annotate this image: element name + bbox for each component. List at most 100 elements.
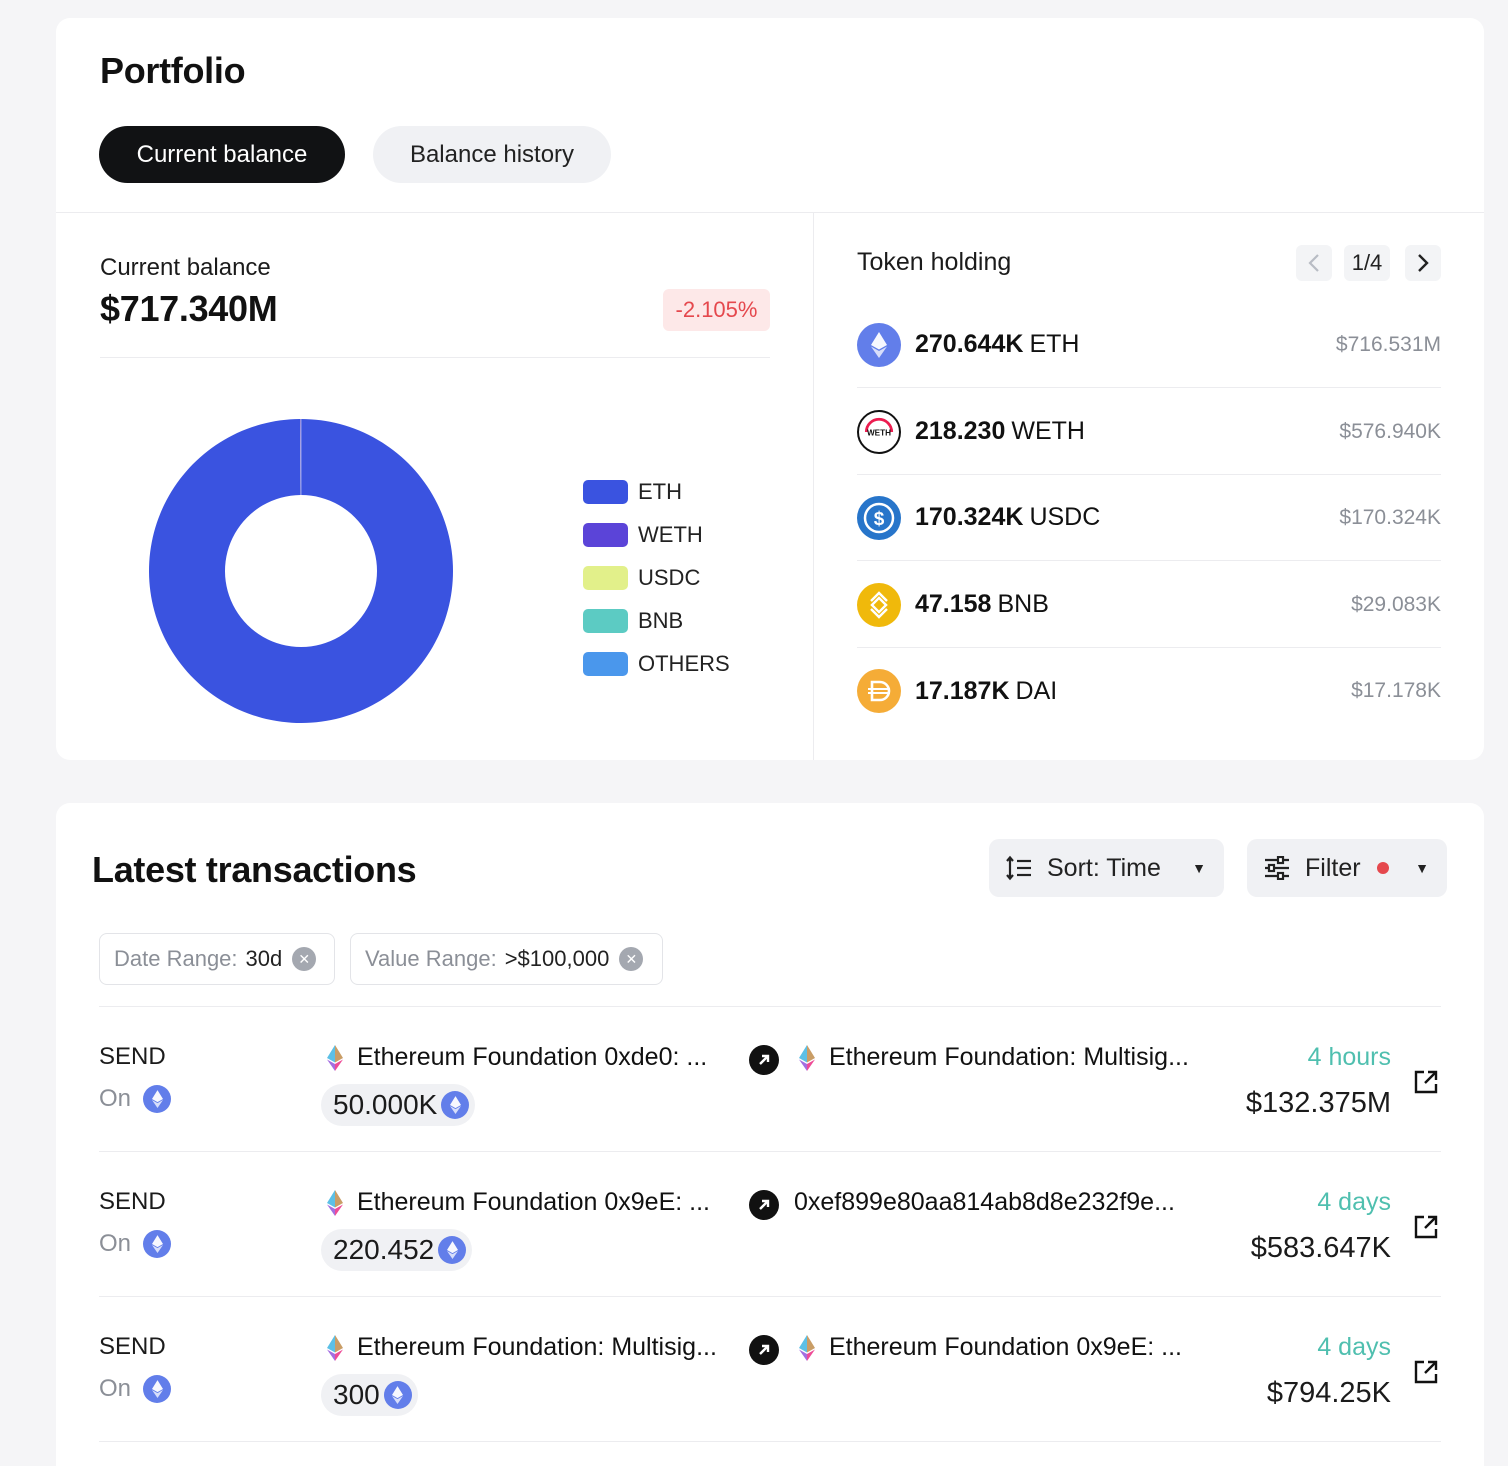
legend-label: BNB <box>638 607 684 633</box>
balance-value: $717.340M <box>100 288 278 329</box>
transactions-title: Latest transactions <box>92 849 417 890</box>
filter-chip-date-range: Date Range: 30d ✕ <box>99 933 335 985</box>
tab-balance-history[interactable]: Balance history <box>373 126 611 183</box>
tx-usd-value: $794.25K <box>1266 1377 1391 1409</box>
filter-chip-value-range: Value Range: >$100,000 ✕ <box>350 933 663 985</box>
token-symbol: DAI <box>1015 676 1058 705</box>
tx-chain-label: On <box>99 1085 132 1112</box>
sort-button[interactable]: Sort: Time ▼ <box>989 839 1224 897</box>
legend-swatch <box>583 651 628 676</box>
donut-slice-eth <box>149 419 454 723</box>
tx-to-label: Ethereum Foundation 0x9eE: ... <box>829 1333 1182 1361</box>
legend-label: USDC <box>638 564 701 590</box>
transactions-card: Latest transactions Sort: Time ▼ Filter … <box>56 803 1484 1466</box>
tx-from[interactable]: Ethereum Foundation 0x9eE: ... <box>327 1188 710 1217</box>
tx-time: 4 days <box>1317 1188 1391 1216</box>
dai-icon <box>857 669 901 713</box>
token-amount: 270.644K <box>915 330 1024 358</box>
token-usd-value: $17.178K <box>1351 679 1441 702</box>
tx-from-label: Ethereum Foundation: Multisig... <box>357 1333 717 1361</box>
transaction-row[interactable]: SEND On Ethereum Foundation: Multisig...… <box>99 1297 1441 1442</box>
legend-swatch <box>583 522 628 547</box>
close-icon[interactable]: ✕ <box>619 947 644 971</box>
token-row-weth[interactable]: WETH 218.230 WETH $576.940K <box>857 389 1441 475</box>
tx-from-label: Ethereum Foundation 0xde0: ... <box>357 1043 708 1071</box>
chart-legend: ETH WETH USDC BNB OTHERS <box>583 470 730 685</box>
chip-key: Date Range: <box>114 946 238 971</box>
eth-chain-icon <box>143 1375 172 1403</box>
legend-item-eth: ETH <box>583 470 730 513</box>
tx-time: 4 days <box>1317 1333 1391 1361</box>
caret-down-icon: ▼ <box>1192 860 1206 876</box>
pager-prev-button[interactable] <box>1296 245 1332 281</box>
tab-current-balance[interactable]: Current balance <box>99 126 345 183</box>
token-row-usdc[interactable]: $ 170.324K USDC $170.324K <box>857 475 1441 561</box>
token-row-eth[interactable]: 270.644K ETH $716.531M <box>857 302 1441 388</box>
svg-text:WETH: WETH <box>867 428 891 437</box>
legend-item-others: OTHERS <box>583 642 730 685</box>
token-symbol: USDC <box>1029 503 1101 531</box>
eth-chain-icon <box>143 1230 172 1258</box>
token-row-dai[interactable]: 17.187K DAI $17.178K <box>857 648 1441 734</box>
svg-text:$: $ <box>874 509 885 530</box>
legend-swatch <box>583 565 628 590</box>
tx-chain: On <box>99 1375 172 1403</box>
sort-label: Sort: Time <box>1047 853 1161 882</box>
token-amount: 170.324K <box>915 503 1024 531</box>
usdc-icon: $ <box>857 495 901 540</box>
token-usd-value: $29.083K <box>1351 592 1441 616</box>
tx-usd-value: $132.375M <box>1245 1087 1391 1119</box>
entity-icon <box>799 1045 815 1071</box>
tx-type: SEND <box>99 1043 166 1070</box>
filter-label: Filter <box>1305 853 1361 882</box>
legend-item-bnb: BNB <box>583 599 730 642</box>
chip-value: >$100,000 <box>504 946 610 971</box>
filter-button[interactable]: Filter ▼ <box>1247 839 1447 897</box>
legend-item-usdc: USDC <box>583 556 730 599</box>
tx-from[interactable]: Ethereum Foundation 0xde0: ... <box>327 1043 707 1072</box>
tx-from[interactable]: Ethereum Foundation: Multisig... <box>327 1333 717 1362</box>
tx-chain-label: On <box>99 1375 132 1402</box>
transaction-row[interactable]: SEND On Ethereum Foundation 0xde0: ... E… <box>99 1007 1441 1152</box>
token-amount: 17.187K <box>915 676 1010 705</box>
token-amount: 218.230 <box>915 417 1006 445</box>
external-link-icon[interactable] <box>1413 1214 1439 1240</box>
transaction-row[interactable]: SEND On Ethereum Foundation 0x9eE: ... 0… <box>99 1152 1441 1297</box>
token-usd-value: $576.940K <box>1339 419 1441 443</box>
legend-swatch <box>583 479 628 504</box>
external-link-icon[interactable] <box>1413 1069 1439 1095</box>
token-symbol: ETH <box>1029 330 1080 358</box>
token-symbol: WETH <box>1011 417 1085 445</box>
tx-to[interactable]: 0xef899e80aa814ab8d8e232f9e... <box>794 1188 1175 1217</box>
sort-icon <box>1006 855 1031 881</box>
token-usd-value: $170.324K <box>1339 505 1441 529</box>
close-icon[interactable]: ✕ <box>292 947 317 971</box>
token-usd-value: $716.531M <box>1335 332 1441 356</box>
balance-change-badge: -2.105% <box>663 289 770 331</box>
eth-icon <box>438 1236 467 1264</box>
arrow-up-right-icon <box>749 1045 779 1075</box>
sliders-icon <box>1265 856 1289 880</box>
eth-icon <box>857 322 901 367</box>
divider <box>99 1006 1441 1007</box>
entity-icon <box>327 1190 343 1216</box>
token-holding-title: Token holding <box>857 248 1012 276</box>
allocation-donut-chart <box>149 419 454 723</box>
eth-icon <box>441 1091 470 1119</box>
page-title: Portfolio <box>100 50 246 91</box>
caret-down-icon: ▼ <box>1415 860 1429 876</box>
tx-to[interactable]: Ethereum Foundation: Multisig... <box>799 1043 1189 1072</box>
tx-amount: 50.000K <box>321 1084 476 1126</box>
tx-to[interactable]: Ethereum Foundation 0x9eE: ... <box>799 1333 1182 1362</box>
external-link-icon[interactable] <box>1413 1359 1439 1385</box>
tx-amount-value: 220.452 <box>333 1234 435 1265</box>
token-row-bnb[interactable]: 47.158 BNB $29.083K <box>857 562 1441 648</box>
tx-usd-value: $583.647K <box>1250 1232 1391 1264</box>
chevron-right-icon <box>1418 254 1429 272</box>
pager-label: 1/4 <box>1344 245 1390 281</box>
chip-value: 30d <box>245 946 283 971</box>
pager-next-button[interactable] <box>1405 245 1441 281</box>
legend-label: ETH <box>638 478 682 504</box>
token-symbol: BNB <box>997 590 1049 618</box>
tx-chain: On <box>99 1085 172 1113</box>
